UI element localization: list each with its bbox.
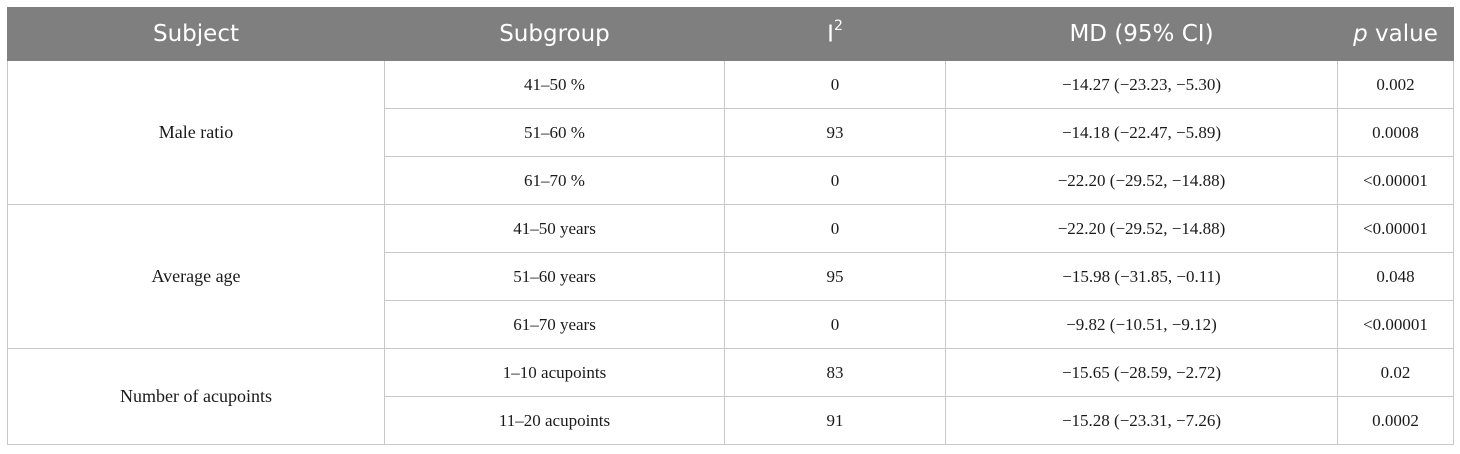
header-i2-superscript: 2 [833, 17, 843, 34]
table-row: 51–60 years 95 −15.98 (−31.85, −0.11) 0.… [8, 252, 1454, 301]
i2-cell: 95 [724, 252, 946, 301]
subgroup-cell: 61–70 % [384, 156, 725, 205]
table-body: Male ratio 41–50 % 0 −14.27 (−23.23, −5.… [7, 60, 1454, 445]
i2-cell: 93 [724, 108, 946, 157]
subgroup-cell: 51–60 years [384, 252, 725, 301]
subgroup-cell: 1–10 acupoints [384, 348, 725, 397]
i2-cell: 0 [724, 300, 946, 349]
p-value-cell: 0.0008 [1337, 108, 1454, 157]
header-row: Subject Subgroup I2 MD (95% CI) p value [7, 7, 1454, 61]
md-cell: −14.18 (−22.47, −5.89) [945, 108, 1338, 157]
table-row: Average age 41–50 years 0 −22.20 (−29.52… [7, 204, 1454, 349]
header-md: MD (95% CI) [945, 7, 1338, 61]
md-cell: −14.27 (−23.23, −5.30) [945, 60, 1338, 109]
i2-cell: 0 [724, 60, 946, 109]
md-cell: −15.65 (−28.59, −2.72) [945, 348, 1338, 397]
p-value-cell: <0.00001 [1337, 156, 1454, 205]
p-value-cell: 0.0002 [1337, 396, 1454, 445]
subgroup-analysis-table: Subject Subgroup I2 MD (95% CI) p value … [7, 7, 1454, 445]
table-row: Male ratio 41–50 % 0 −14.27 (−23.23, −5.… [7, 60, 1454, 205]
i2-cell: 0 [724, 156, 946, 205]
header-subgroup: Subgroup [384, 7, 725, 61]
p-value-cell: 0.002 [1337, 60, 1454, 109]
subgroup-cell: 11–20 acupoints [384, 396, 725, 445]
table-header: Subject Subgroup I2 MD (95% CI) p value [7, 7, 1454, 61]
p-value-cell: 0.02 [1337, 348, 1454, 397]
p-value-cell: 0.048 [1337, 252, 1454, 301]
i2-cell: 91 [724, 396, 946, 445]
table-row: 61–70 % 0 −22.20 (−29.52, −14.88) <0.000… [8, 156, 1454, 205]
md-cell: −15.28 (−23.31, −7.26) [945, 396, 1338, 445]
header-subject: Subject [7, 7, 385, 61]
table-row: 51–60 % 93 −14.18 (−22.47, −5.89) 0.0008 [8, 108, 1454, 157]
header-p-rest: value [1367, 21, 1438, 47]
table-row: Number of acupoints 1–10 acupoints 83 −1… [7, 348, 1454, 445]
md-cell: −15.98 (−31.85, −0.11) [945, 252, 1338, 301]
subgroup-analysis-table-container: Subject Subgroup I2 MD (95% CI) p value … [7, 7, 1454, 445]
md-cell: −22.20 (−29.52, −14.88) [945, 204, 1338, 253]
header-i2-base: I [827, 21, 834, 48]
md-cell: −22.20 (−29.52, −14.88) [945, 156, 1338, 205]
subject-cell: Average age [7, 204, 385, 349]
p-value-cell: <0.00001 [1337, 204, 1454, 253]
i2-cell: 83 [724, 348, 946, 397]
table-row: 61–70 years 0 −9.82 (−10.51, −9.12) <0.0… [8, 300, 1454, 349]
header-i2: I2 [724, 7, 946, 61]
i2-cell: 0 [724, 204, 946, 253]
header-p-value: p value [1337, 7, 1454, 61]
table-row: 11–20 acupoints 91 −15.28 (−23.31, −7.26… [8, 396, 1454, 445]
subject-cell: Number of acupoints [7, 348, 385, 445]
subject-cell: Male ratio [7, 60, 385, 205]
md-cell: −9.82 (−10.51, −9.12) [945, 300, 1338, 349]
subgroup-cell: 41–50 % [384, 60, 725, 109]
header-p-italic: p [1353, 21, 1368, 47]
subgroup-cell: 41–50 years [384, 204, 725, 253]
p-value-cell: <0.00001 [1337, 300, 1454, 349]
subgroup-cell: 61–70 years [384, 300, 725, 349]
subgroup-cell: 51–60 % [384, 108, 725, 157]
